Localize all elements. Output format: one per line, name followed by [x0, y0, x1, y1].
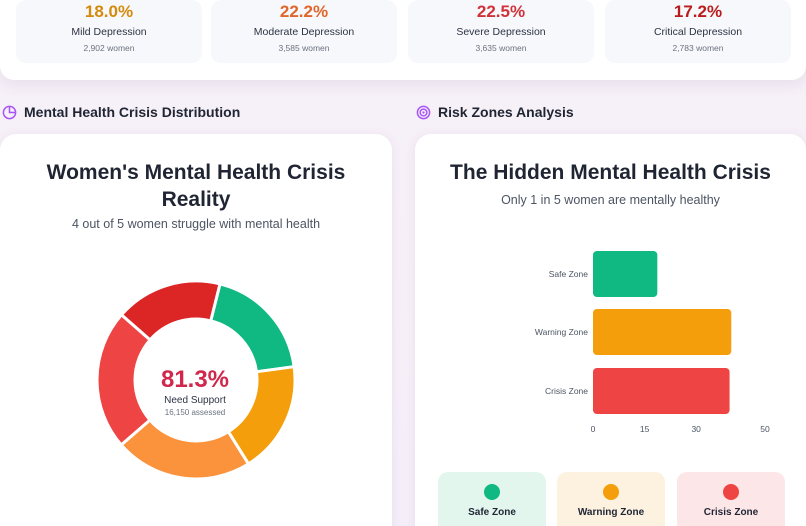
bar-category-label: Crisis Zone	[545, 386, 588, 396]
x-tick-label: 30	[691, 424, 701, 434]
stat-count: 3,635 women	[475, 43, 527, 53]
risk-card: The Hidden Mental Health Crisis Only 1 i…	[415, 134, 806, 526]
card-title: The Hidden Mental Health Crisis	[450, 161, 771, 184]
zone-name: Warning Zone	[577, 507, 645, 518]
bar-category-label: Warning Zone	[535, 327, 588, 337]
zone-card-crisis: Crisis Zone	[677, 472, 785, 526]
bar-chart: Safe Zone Warning Zone Crisis Zone 0 15 30 50	[535, 251, 770, 434]
donut-center-label: Need Support	[164, 395, 226, 406]
stat-count: 2,783 women	[672, 43, 724, 53]
card-subtitle: 4 out of 5 women struggle with mental he…	[71, 217, 321, 231]
stat-label: Mild Depression	[71, 26, 147, 38]
x-tick-label: 0	[591, 424, 596, 434]
bar-crisis-zone[interactable]	[593, 368, 730, 414]
zone-name: Crisis Zone	[703, 507, 759, 518]
distribution-card: Women's Mental Health Crisis Reality 4 o…	[0, 134, 392, 526]
stat-card-moderate: 22.2% Moderate Depression 3,585 women	[211, 0, 397, 63]
bar-warning-zone[interactable]	[593, 309, 732, 355]
stat-percent: 17.2%	[673, 2, 723, 21]
x-tick-label: 15	[640, 424, 650, 434]
stat-card-mild: 18.0% Mild Depression 2,902 women	[16, 0, 202, 63]
section-title-text: Mental Health Crisis Distribution	[24, 104, 241, 120]
stat-label: Severe Depression	[456, 26, 546, 38]
donut-center-count: 16,150 assessed	[164, 408, 226, 417]
donut-slice-critical-depression[interactable]	[119, 279, 222, 342]
bar-category-label: Safe Zone	[549, 269, 588, 279]
donut-center: 81.3% Need Support 16,150 assessed	[145, 366, 245, 417]
zone-dot	[603, 484, 619, 500]
donut-center-percent: 81.3%	[160, 366, 230, 393]
zone-dot	[484, 484, 500, 500]
card-subtitle: Only 1 in 5 women are mentally healthy	[501, 193, 720, 207]
stat-label: Critical Depression	[653, 26, 743, 38]
x-tick-label: 50	[760, 424, 770, 434]
stats-panel: 18.0% Mild Depression 2,902 women 22.2% …	[0, 0, 806, 80]
stat-card-critical: 17.2% Critical Depression 2,783 women	[605, 0, 791, 63]
section-title-text: Risk Zones Analysis	[438, 104, 574, 120]
zone-name: Safe Zone	[468, 507, 516, 518]
section-title-distribution: Mental Health Crisis Distribution	[2, 104, 240, 120]
bar-safe-zone[interactable]	[593, 251, 658, 297]
donut-slice-healthy[interactable]	[208, 282, 296, 374]
stat-label: Moderate Depression	[253, 26, 355, 38]
zone-dot	[723, 484, 739, 500]
donut-chart	[95, 279, 297, 481]
pie-chart-icon	[2, 105, 17, 119]
zone-card-safe: Safe Zone	[438, 472, 546, 526]
zone-card-warning: Warning Zone	[557, 472, 665, 526]
stat-percent: 22.5%	[476, 2, 526, 21]
stat-count: 2,902 women	[83, 43, 135, 53]
stat-percent: 22.2%	[279, 2, 329, 21]
target-icon	[416, 105, 431, 119]
stat-count: 3,585 women	[278, 43, 330, 53]
section-title-risk: Risk Zones Analysis	[416, 104, 574, 120]
stat-percent: 18.0%	[84, 2, 134, 21]
stat-card-severe: 22.5% Severe Depression 3,635 women	[408, 0, 594, 63]
card-title: Women's Mental Health Crisis Reality	[46, 161, 346, 211]
